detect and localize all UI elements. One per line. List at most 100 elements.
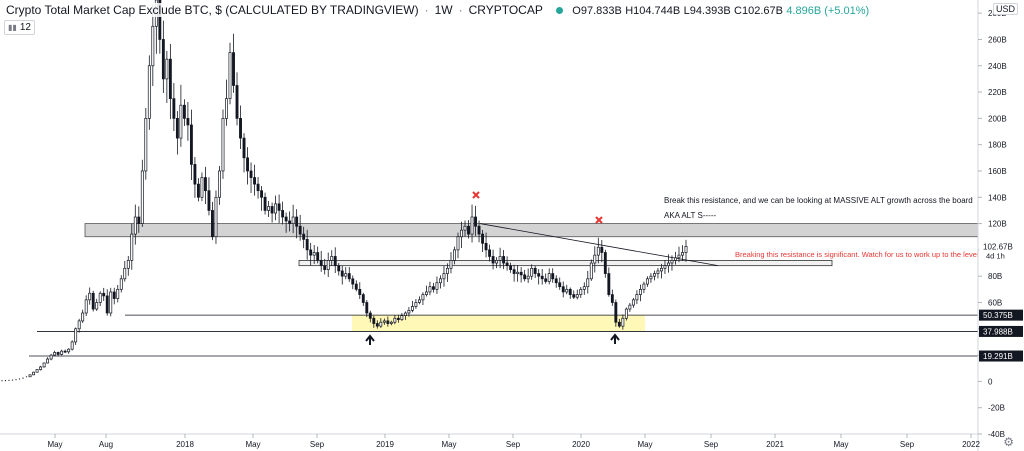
candle-body <box>140 170 144 224</box>
price-tick-label: 200B <box>988 114 1007 123</box>
ohlc-high: H104.744B <box>625 5 681 17</box>
candle-body <box>126 260 130 269</box>
candle-body <box>512 269 516 274</box>
candle-body <box>42 362 46 368</box>
time-tick-label: Sep <box>310 440 325 449</box>
candle-body <box>189 124 193 165</box>
annotation-text: Break this resistance, and we can be loo… <box>664 196 973 205</box>
candle-body <box>137 216 141 224</box>
candle-body <box>67 348 71 353</box>
candle-body <box>302 233 306 240</box>
candle-body <box>133 216 137 235</box>
candle-body <box>547 273 551 282</box>
candle-body <box>235 85 239 119</box>
interval-selector[interactable]: ▮▮ 12 <box>4 20 35 35</box>
trendline <box>479 223 719 267</box>
price-tick-label: 80B <box>988 272 1002 281</box>
candle-body <box>284 216 288 222</box>
candle-body <box>449 260 453 269</box>
candle-body <box>340 270 344 277</box>
candle-body <box>63 350 67 353</box>
candle-body <box>319 260 323 267</box>
candle-body <box>400 315 404 320</box>
price-tick-label: 120B <box>988 220 1007 229</box>
current-price-text: 102.67B <box>983 242 1013 251</box>
time-tick-label: 2021 <box>766 440 784 449</box>
price-axis[interactable]: 280B260B240B220B200B180B160B140B120B100B… <box>977 0 1007 451</box>
candle-body <box>379 321 383 327</box>
candle-body <box>393 317 397 323</box>
candle-body <box>603 252 607 274</box>
candle-body <box>491 256 495 264</box>
candle-body <box>667 262 670 267</box>
candle-body <box>281 210 285 218</box>
candle-body <box>347 273 351 280</box>
candle-body <box>368 312 372 319</box>
time-tick-label: May <box>245 440 260 449</box>
currency-badge[interactable]: USD <box>992 3 1018 15</box>
candle-body <box>600 246 604 253</box>
candle-body <box>642 283 646 290</box>
price-tick-label: 240B <box>988 62 1007 71</box>
gear-icon[interactable]: ⚙ <box>1003 435 1014 449</box>
candle-body <box>474 216 477 227</box>
candle-dot <box>8 379 10 381</box>
candle-body <box>193 164 197 185</box>
price-label-19.291B: 19.291B <box>979 350 1023 362</box>
price-tick-label: -40B <box>988 430 1005 439</box>
candle-body <box>263 196 267 211</box>
candle-body <box>540 275 544 280</box>
candle-body <box>607 273 611 295</box>
candle-body <box>109 291 113 314</box>
candle-body <box>147 65 151 119</box>
candle-body <box>375 323 379 327</box>
price-label-50.375B: 50.375B <box>979 309 1023 321</box>
price-label-text: 19.291B <box>983 352 1013 361</box>
candle-body <box>274 203 278 214</box>
price-label-bg <box>979 350 1023 362</box>
candle-body <box>484 242 488 251</box>
candle-body <box>523 274 527 280</box>
candle-body <box>477 225 481 235</box>
candle-body <box>677 254 681 259</box>
candle-body <box>656 270 660 274</box>
candle-body <box>628 304 632 310</box>
candle-body <box>589 262 593 280</box>
candle-body <box>351 278 355 285</box>
candle-body <box>305 239 309 251</box>
candle-body <box>554 278 558 284</box>
candle-body <box>207 190 211 211</box>
interval-label[interactable]: 1W <box>434 3 453 17</box>
candle-body <box>551 273 555 280</box>
candle-body <box>218 170 221 198</box>
arrow-up-icon <box>365 334 375 345</box>
candle-body <box>77 320 81 330</box>
candle-body <box>344 273 348 277</box>
candle-body <box>435 282 439 290</box>
market-status-dot-icon <box>555 6 563 14</box>
candle-body <box>53 352 57 356</box>
price-label-bg <box>979 325 1023 337</box>
candle-body <box>298 225 302 235</box>
time-axis[interactable]: May Aug 2018 May Sep 2019 May Sep 2020 May Sep 2021… <box>0 433 980 449</box>
candle-body <box>288 220 292 224</box>
cross-stroke <box>595 216 603 224</box>
horizontal-levels <box>29 314 978 357</box>
candle-body <box>56 352 60 355</box>
candle-body <box>403 312 407 316</box>
candle-body <box>365 302 369 314</box>
symbol-title[interactable]: Crypto Total Market Cap Exclude BTC, $ (… <box>6 3 419 17</box>
ohlc-close: C102.67B <box>734 5 783 17</box>
candle-body <box>670 260 674 264</box>
candle-body <box>260 190 264 198</box>
candle-body <box>211 210 214 238</box>
candle-body <box>509 265 513 270</box>
candle-body <box>204 177 207 192</box>
candle-body <box>35 369 39 373</box>
arrow-up-icon <box>610 333 620 344</box>
time-tick-label: May <box>47 440 62 449</box>
candle-body <box>249 170 253 178</box>
candle-dot <box>1 380 3 382</box>
candle-body <box>586 278 590 288</box>
